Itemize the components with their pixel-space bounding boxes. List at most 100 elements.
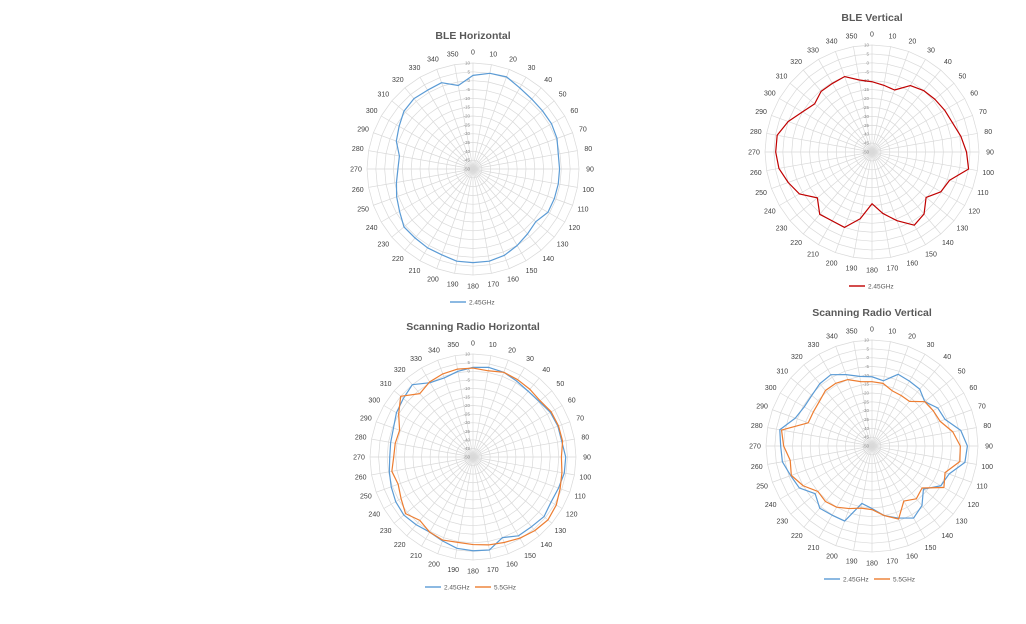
angle-label: 90 [985, 444, 993, 451]
radial-tick-label: -30 [463, 420, 470, 425]
radial-tick-label: 10 [864, 43, 870, 48]
legend-item: 2.45GHz [425, 584, 470, 591]
series-line [388, 366, 567, 552]
angle-label: 10 [489, 342, 497, 349]
grid-spoke [437, 456, 474, 554]
angle-label: 240 [366, 225, 378, 232]
grid-spoke [789, 82, 873, 153]
angle-label: 90 [986, 150, 994, 157]
series-line [391, 367, 564, 546]
angle-label: 210 [807, 252, 819, 259]
angle-label: 150 [524, 553, 536, 560]
angle-label: 100 [981, 464, 993, 471]
series-line [779, 373, 969, 522]
grid-spoke [472, 421, 570, 458]
angle-label: 210 [409, 268, 421, 275]
angle-label: 290 [756, 403, 768, 410]
angle-label: 50 [958, 368, 966, 375]
angle-label: 100 [579, 474, 591, 481]
chart-title: BLE Vertical [841, 12, 902, 24]
legend-item: 2.45GHz [450, 299, 495, 306]
angle-label: 270 [353, 455, 365, 462]
angle-label: 300 [764, 91, 776, 98]
grid-spoke [376, 456, 474, 493]
angle-label: 40 [542, 367, 550, 374]
grid-spoke [383, 456, 474, 509]
angle-label: 280 [352, 146, 364, 153]
legend-label: 5.5GHz [893, 576, 915, 583]
angle-label: 70 [978, 403, 986, 410]
grid-spoke [472, 77, 527, 170]
grid-spoke [376, 421, 474, 458]
angle-label: 260 [750, 170, 762, 177]
radial-tick-label: -45 [862, 435, 869, 440]
angle-label: 220 [392, 256, 404, 263]
grid-spoke [373, 168, 474, 206]
grid-spoke [871, 445, 954, 515]
angle-label: 260 [751, 464, 763, 471]
grid-spoke [472, 168, 555, 238]
angle-label: 190 [846, 559, 858, 566]
grid-spoke [472, 100, 555, 170]
grid-spoke [472, 360, 509, 458]
radial-tick-label: -40 [862, 132, 869, 137]
grid-spoke [803, 364, 873, 447]
grid-spoke [871, 151, 965, 206]
angle-label: 30 [528, 65, 536, 72]
grid-spoke [437, 360, 474, 458]
grid-spoke [871, 427, 977, 447]
angle-label: 170 [887, 266, 899, 273]
grid-spoke [818, 354, 873, 447]
radial-tick-label: 0 [866, 355, 869, 360]
angle-label: 150 [925, 252, 937, 259]
angle-label: 230 [777, 519, 789, 526]
grid-spoke [436, 69, 474, 170]
angle-label: 150 [526, 268, 538, 275]
grid-spoke [472, 69, 510, 170]
radial-tick-label: -35 [463, 140, 470, 145]
angle-label: 150 [925, 545, 937, 552]
radial-tick-label: -20 [862, 391, 869, 396]
radial-tick-label: -40 [463, 149, 470, 154]
angle-label: 100 [982, 170, 994, 177]
grid-spoke [871, 445, 977, 465]
grid-spoke [472, 367, 525, 458]
grid-spoke [871, 59, 926, 153]
angle-label: 130 [956, 519, 968, 526]
grid-spoke [421, 456, 474, 547]
angle-label: 210 [808, 545, 820, 552]
radial-tick-label: -20 [463, 403, 470, 408]
grid-spoke [472, 168, 573, 206]
angle-label: 350 [846, 33, 858, 40]
grid-spoke [391, 168, 474, 238]
grid-spoke [472, 150, 578, 170]
angle-label: 200 [428, 562, 440, 569]
angle-label: 120 [566, 512, 578, 519]
grid-spoke [404, 168, 474, 251]
series-line [395, 72, 561, 264]
angle-label: 330 [807, 47, 819, 54]
angle-label: 240 [764, 209, 776, 216]
angle-label: 0 [870, 327, 874, 334]
grid-spoke [853, 445, 873, 551]
grid-spoke [853, 341, 873, 447]
angle-label: 320 [790, 59, 802, 66]
grid-spoke [381, 168, 474, 223]
angle-label: 330 [808, 342, 820, 349]
grid-spoke [871, 409, 972, 447]
radial-tick-label: -25 [862, 399, 869, 404]
grid-spoke [871, 82, 955, 153]
grid-spoke [368, 168, 474, 188]
angle-label: 250 [756, 484, 768, 491]
angle-label: 320 [791, 354, 803, 361]
angle-label: 70 [979, 109, 987, 116]
angle-label: 300 [765, 385, 777, 392]
angle-label: 170 [886, 559, 898, 566]
legend-item: 5.5GHz [874, 576, 915, 583]
grid-spoke [871, 346, 909, 447]
angle-label: 230 [380, 528, 392, 535]
grid-spoke [871, 445, 909, 546]
angle-label: 40 [943, 354, 951, 361]
grid-spoke [871, 51, 909, 153]
